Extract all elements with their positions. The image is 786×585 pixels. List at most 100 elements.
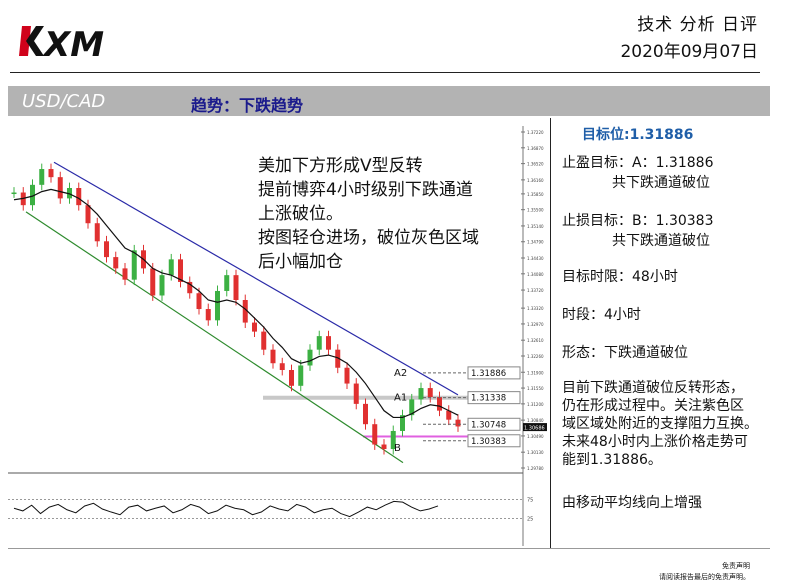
current-price-tag (523, 423, 547, 432)
target-level: 目标位:1.31886 (582, 127, 694, 143)
candle-body (381, 444, 387, 450)
candle-body (159, 275, 165, 296)
annotation-line: 按图轻仓进场，破位灰色区域 (258, 228, 479, 248)
pattern: 形态：下跌通道破位 (562, 345, 688, 361)
candle-body (242, 300, 248, 323)
candle-body (326, 336, 331, 350)
brand-text: XM (42, 25, 104, 64)
disclaimer-title: 免责声明 (722, 562, 750, 570)
candle-body (85, 205, 91, 224)
candle-body (30, 184, 35, 206)
y-tick-label: 1.30490 (527, 434, 544, 439)
disclaimer-text: 请阅读报告最后的免责声明。 (659, 573, 750, 581)
description: 目前下跌通道破位反转形态， 仍在形成过程中。关注紫色区 域区域处附近的支撑阻力互… (562, 379, 758, 469)
y-tick-label: 1.34430 (527, 256, 544, 261)
candle-body (307, 349, 313, 366)
y-tick-label: 1.36870 (527, 146, 544, 151)
candle-body (57, 177, 63, 199)
report-header: 技术 分析 日评 2020年09月07日 (620, 10, 758, 62)
channel-upper (53, 161, 459, 396)
footer-divider (8, 548, 770, 549)
candle-body (11, 192, 17, 195)
description-line: 仍在形成过程中。关注紫色区 (562, 398, 744, 414)
take-profit: 止盈目标：A：1.31886 (562, 155, 714, 171)
currency-pair: USD/CAD (22, 91, 106, 112)
y-tick-label: 1.33720 (527, 288, 544, 293)
timeframe: 时段：4小时 (562, 307, 641, 323)
header-divider (10, 72, 760, 73)
y-tick-label: 1.32970 (527, 322, 544, 327)
candle-body (409, 399, 415, 416)
candle-body (279, 363, 285, 370)
moving-average (13, 188, 459, 419)
candle-body (196, 293, 202, 310)
y-tick-label: 1.36160 (527, 178, 544, 183)
description-line: 未来48小时内上涨价格走势可 (562, 434, 748, 450)
stop-loss: 止损目标：B：1.30383 (562, 213, 714, 229)
y-tick-label: 1.30840 (527, 418, 544, 423)
candle-body (205, 309, 211, 321)
level-value: 1.31886 (471, 369, 506, 379)
level-value: 1.30383 (471, 437, 506, 447)
candle-body (261, 331, 267, 350)
panel-divider (550, 118, 551, 548)
candle-body (94, 223, 100, 242)
annotation-line: 上涨破位。 (258, 204, 343, 224)
level-label: A1 (394, 393, 407, 404)
candle-body (39, 169, 45, 185)
candle-body (122, 268, 128, 280)
candle-body (372, 424, 378, 445)
y-tick-label: 1.35140 (527, 224, 544, 229)
description-line: 能到1.31886。 (562, 452, 662, 468)
candle-body (67, 188, 72, 199)
candle-body (131, 250, 137, 280)
candle-body (298, 365, 304, 386)
level-value: 1.30748 (471, 420, 506, 430)
candle-body (150, 268, 156, 296)
candle-body (353, 383, 359, 404)
level-label: B (394, 443, 401, 454)
description-line: 域区域处附近的支撑阻力互换。 (562, 416, 758, 432)
level-box (467, 434, 521, 448)
title-bar: USD/CAD 趋势：下跌趋势 (8, 86, 770, 116)
y-tick-label: 1.31550 (527, 386, 544, 391)
candle-body (400, 415, 405, 431)
candle-body (233, 275, 239, 300)
y-tick-label: 1.36520 (527, 162, 544, 167)
level-box (467, 391, 521, 405)
time-limit: 目标时限：48小时 (562, 269, 678, 285)
candle-body (48, 169, 54, 178)
candle-body (363, 403, 368, 425)
y-tick-label: 1.29780 (527, 466, 544, 471)
candle-body (316, 336, 322, 350)
y-tick-label: 1.34080 (527, 272, 544, 277)
candle-body (178, 259, 183, 282)
candle-body (215, 290, 220, 321)
grey-zone (263, 395, 513, 400)
candle-body (446, 410, 452, 420)
candle-body (187, 281, 193, 294)
annotation-line: 美加下方形成V型反转 (258, 156, 423, 176)
y-tick-label: 1.31900 (527, 370, 544, 375)
y-tick-label: 1.37220 (527, 130, 544, 135)
y-tick-label: 1.32610 (527, 338, 544, 343)
ma-note: 由移动平均线向上增强 (562, 495, 702, 511)
osc-level-label: 75 (527, 498, 533, 504)
candle-body (270, 349, 276, 364)
channel-lower (25, 211, 404, 464)
annotation-line: 提前博弈4小时级别下跌通道 (258, 180, 473, 200)
osc-level-label: 25 (527, 517, 533, 523)
candle-body (252, 322, 257, 332)
trend-label: 趋势：下跌趋势 (191, 96, 304, 115)
y-tick-label: 1.35500 (527, 208, 544, 213)
report-type: 技术 分析 日评 (637, 15, 758, 35)
candle-body (113, 257, 119, 269)
report-date: 2020年09月07日 (620, 42, 758, 62)
candle-body (104, 241, 109, 258)
candle-body (289, 370, 294, 386)
chart-annotation: 美加下方形成V型反转 提前博弈4小时级别下跌通道 上涨破位。 按图轻仓进场，破位… (258, 154, 479, 274)
candle-body (224, 275, 230, 291)
level-label: A2 (394, 368, 407, 379)
candle-body (168, 259, 174, 276)
candle-body (335, 349, 341, 368)
